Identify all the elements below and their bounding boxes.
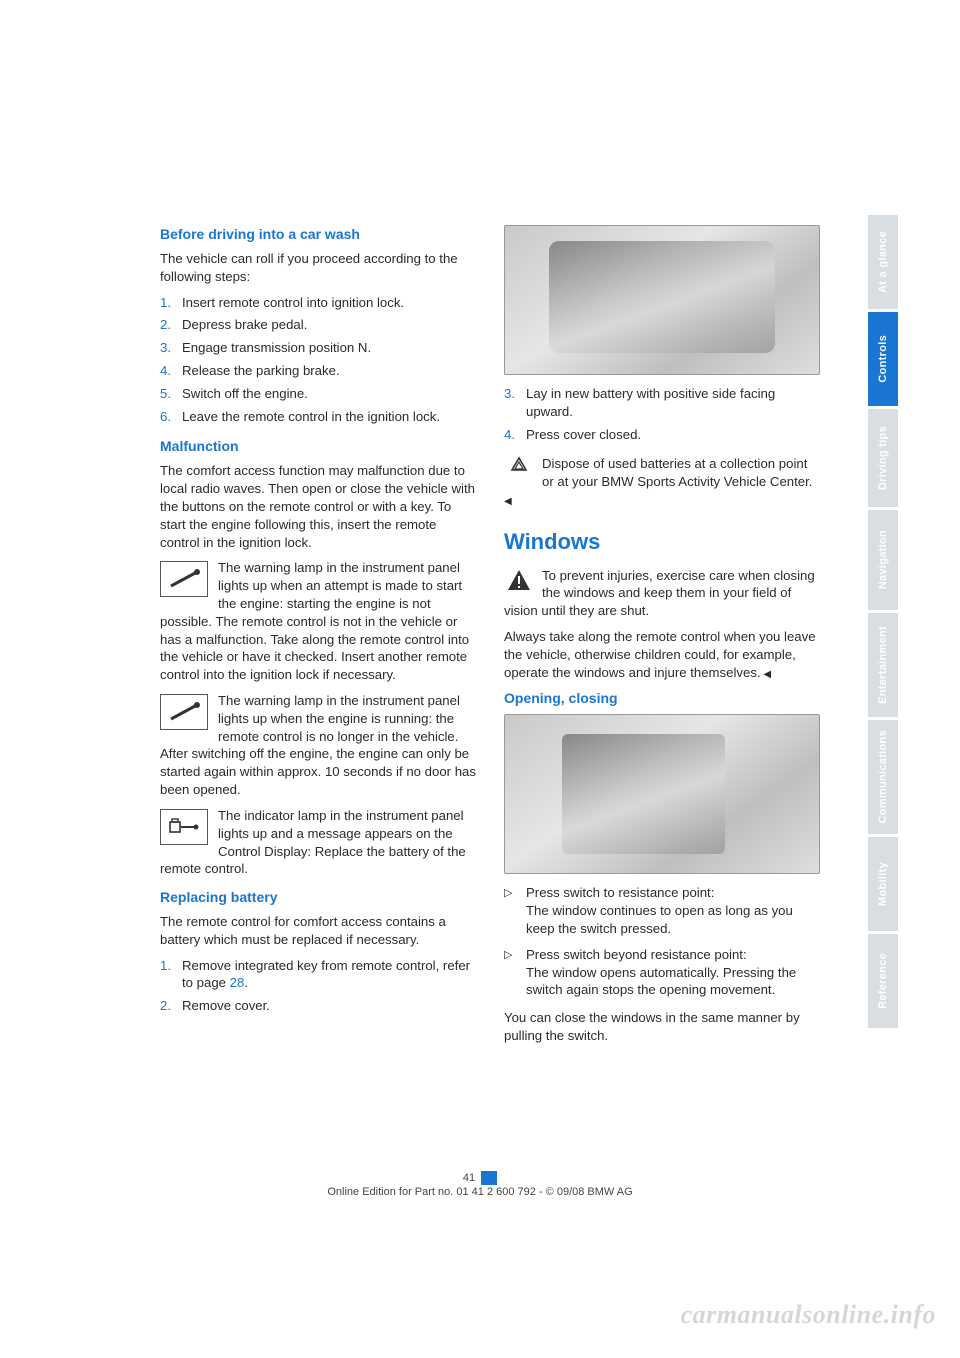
list-item: ▷Press switch to resistance point: The w… xyxy=(504,884,820,937)
figure-window-switches xyxy=(504,714,820,874)
list-text: Press switch to resistance point: The wi… xyxy=(526,884,820,937)
list-item: 6.Leave the remote control in the igniti… xyxy=(160,408,476,426)
list-number: 1. xyxy=(160,957,182,993)
side-tab-navigation[interactable]: Navigation xyxy=(868,510,898,610)
list-number: 4. xyxy=(160,362,182,380)
page-number: 41 xyxy=(463,1172,475,1184)
list-item: ▷Press switch beyond resistance point: T… xyxy=(504,946,820,999)
list-item: 4.Press cover closed. xyxy=(504,426,820,444)
list-text: Remove integrated key from remote contro… xyxy=(182,957,476,993)
side-tabs: At a glanceControlsDriving tipsNavigatio… xyxy=(868,215,898,1031)
battery-key-icon xyxy=(160,809,208,845)
list-item: 3.Engage transmission position N. xyxy=(160,339,476,357)
list-number: 1. xyxy=(160,294,182,312)
side-tab-at-a-glance[interactable]: At a glance xyxy=(868,215,898,309)
list-number: 6. xyxy=(160,408,182,426)
heading-car-wash: Before driving into a car wash xyxy=(160,225,476,244)
windows-warning-text: To prevent injuries, exercise care when … xyxy=(504,568,815,619)
heading-opening-closing: Opening, closing xyxy=(504,689,820,708)
recycle-icon xyxy=(504,455,534,481)
list-text: Leave the remote control in the ignition… xyxy=(182,408,440,426)
side-tab-controls[interactable]: Controls xyxy=(868,312,898,406)
list-text: Press switch beyond resistance point: Th… xyxy=(526,946,820,999)
windows-warning: To prevent injuries, exercise care when … xyxy=(504,567,820,620)
right-column: 3.Lay in new battery with positive side … xyxy=(504,225,820,1053)
list-text: Engage transmission position N. xyxy=(182,339,371,357)
footer-copyright: Online Edition for Part no. 01 41 2 600 … xyxy=(327,1186,632,1198)
list-text: Remove cover. xyxy=(182,997,270,1015)
list-text: Lay in new battery with positive side fa… xyxy=(526,385,820,421)
triangle-bullet-icon: ▷ xyxy=(504,884,526,937)
list-number: 2. xyxy=(160,316,182,334)
list-item: 4.Release the parking brake. xyxy=(160,362,476,380)
list-number: 4. xyxy=(504,426,526,444)
list-item: 1.Remove integrated key from remote cont… xyxy=(160,957,476,993)
malfunction-warn1: The warning lamp in the instrument panel… xyxy=(160,559,476,684)
list-text: Release the parking brake. xyxy=(182,362,340,380)
page-number-bar xyxy=(481,1171,497,1185)
page-link[interactable]: 28 xyxy=(230,975,245,990)
list-number: 5. xyxy=(160,385,182,403)
dispose-text: Dispose of used batteries at a collectio… xyxy=(504,456,812,507)
left-column: Before driving into a car wash The vehic… xyxy=(160,225,476,1053)
side-tab-mobility[interactable]: Mobility xyxy=(868,837,898,931)
list-text: Depress brake pedal. xyxy=(182,316,307,334)
malfunction-warn3: The indicator lamp in the instrument pan… xyxy=(160,807,476,878)
replacing-battery-intro: The remote control for comfort access co… xyxy=(160,913,476,949)
side-tab-driving-tips[interactable]: Driving tips xyxy=(868,409,898,507)
dispose-note: Dispose of used batteries at a collectio… xyxy=(504,455,820,508)
heading-malfunction: Malfunction xyxy=(160,437,476,456)
list-item: 5.Switch off the engine. xyxy=(160,385,476,403)
list-number: 3. xyxy=(160,339,182,357)
list-number: 3. xyxy=(504,385,526,421)
list-text: Press cover closed. xyxy=(526,426,641,444)
list-text: Insert remote control into ignition lock… xyxy=(182,294,404,312)
watermark: carmanualsonline.info xyxy=(681,1300,936,1330)
list-number: 2. xyxy=(160,997,182,1015)
side-tab-communications[interactable]: Communications xyxy=(868,720,898,834)
replacing-battery-steps: 1.Remove integrated key from remote cont… xyxy=(160,957,476,1015)
heading-windows: Windows xyxy=(504,527,820,557)
content-columns: Before driving into a car wash The vehic… xyxy=(160,225,820,1053)
page-footer: 41 Online Edition for Part no. 01 41 2 6… xyxy=(0,1171,960,1198)
windows-warning-tail: Always take along the remote control whe… xyxy=(504,628,820,681)
list-item: 2.Remove cover. xyxy=(160,997,476,1015)
closing-tail: You can close the windows in the same ma… xyxy=(504,1009,820,1045)
key-warning-icon xyxy=(160,561,208,597)
list-item: 1.Insert remote control into ignition lo… xyxy=(160,294,476,312)
malfunction-p1: The comfort access function may malfunct… xyxy=(160,462,476,551)
list-item: 3.Lay in new battery with positive side … xyxy=(504,385,820,421)
key-warning-icon xyxy=(160,694,208,730)
malfunction-warn2: The warning lamp in the instrument panel… xyxy=(160,692,476,799)
triangle-bullet-icon: ▷ xyxy=(504,946,526,999)
manual-page: At a glanceControlsDriving tipsNavigatio… xyxy=(0,0,960,1358)
opening-closing-bullets: ▷Press switch to resistance point: The w… xyxy=(504,884,820,999)
side-tab-entertainment[interactable]: Entertainment xyxy=(868,613,898,717)
side-tab-reference[interactable]: Reference xyxy=(868,934,898,1028)
car-wash-intro: The vehicle can roll if you proceed acco… xyxy=(160,250,476,286)
list-item: 2.Depress brake pedal. xyxy=(160,316,476,334)
car-wash-steps: 1.Insert remote control into ignition lo… xyxy=(160,294,476,426)
heading-replacing-battery: Replacing battery xyxy=(160,888,476,907)
warning-triangle-icon xyxy=(504,567,534,593)
figure-remote-battery xyxy=(504,225,820,375)
list-text: Switch off the engine. xyxy=(182,385,308,403)
battery-steps-cont: 3.Lay in new battery with positive side … xyxy=(504,385,820,443)
